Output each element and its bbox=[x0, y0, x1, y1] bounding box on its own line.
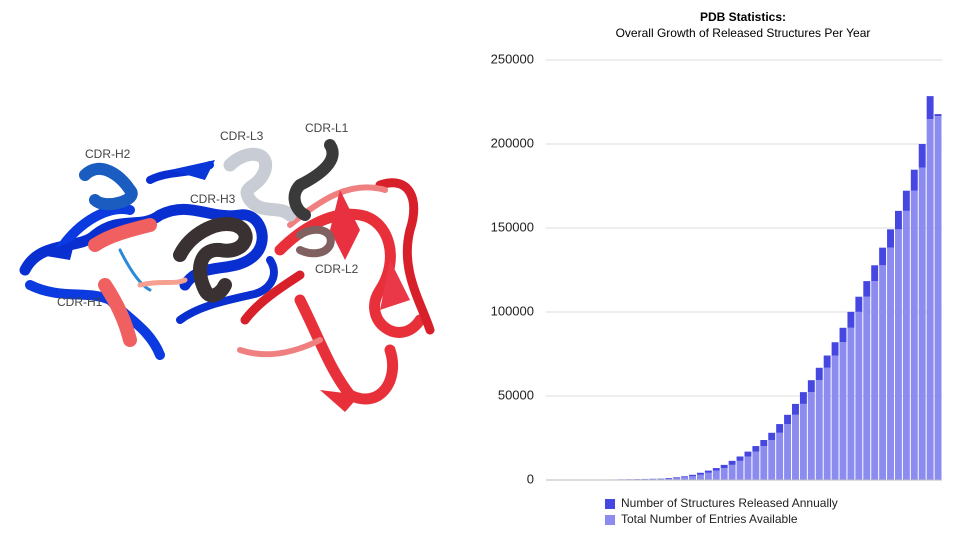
bar-segment bbox=[681, 476, 689, 478]
chart: PDB Statistics: Overall Growth of Releas… bbox=[491, 10, 942, 526]
figure-label: CDR-H3 bbox=[190, 192, 236, 206]
protein-structure: CDR-H2 CDR-L3 CDR-L1 CDR-H3 CDR-L2 CDR-H… bbox=[19, 121, 435, 412]
bar-segment bbox=[918, 144, 926, 168]
bar-segment bbox=[673, 477, 681, 478]
bar-segment bbox=[792, 403, 799, 415]
bar-segment bbox=[918, 167, 926, 480]
bar-segment bbox=[768, 440, 776, 480]
bar-segment bbox=[720, 464, 728, 469]
y-tick-label: 50000 bbox=[498, 387, 534, 402]
bar-segment bbox=[712, 468, 720, 471]
bar-segment bbox=[792, 414, 799, 480]
bar-segment bbox=[704, 472, 712, 480]
bar-segment bbox=[894, 229, 902, 480]
legend-label: Number of Structures Released Annually bbox=[621, 496, 838, 510]
bar-segment bbox=[831, 342, 839, 356]
bar-segment bbox=[681, 477, 689, 480]
bar-segment bbox=[807, 380, 815, 393]
bar-segment bbox=[855, 311, 863, 480]
bar-segment bbox=[665, 477, 673, 479]
figure-label: CDR-L2 bbox=[315, 262, 359, 276]
bar-segment bbox=[902, 190, 910, 211]
bar-segment bbox=[847, 311, 855, 328]
figure-label: CDR-L1 bbox=[305, 121, 349, 135]
bar-segment bbox=[847, 327, 855, 480]
legend-swatch bbox=[605, 499, 615, 509]
bar-segment bbox=[728, 460, 736, 465]
bar-segment bbox=[926, 96, 934, 120]
bar-segment bbox=[649, 478, 657, 480]
bar-segment bbox=[776, 432, 784, 480]
heavy-chain bbox=[19, 160, 278, 360]
bar-segment bbox=[879, 265, 887, 480]
bar-segment bbox=[910, 169, 918, 191]
bar-segment bbox=[894, 210, 902, 230]
bar-segment bbox=[760, 440, 768, 447]
bar-segment bbox=[728, 464, 736, 480]
bar-segment bbox=[871, 281, 879, 480]
bar-segment bbox=[696, 474, 704, 480]
y-tick-label: 250000 bbox=[491, 51, 534, 66]
cdr-loops bbox=[173, 139, 339, 303]
bar-segment bbox=[712, 470, 720, 480]
bar-segment bbox=[760, 446, 768, 480]
y-tick-label: 200000 bbox=[491, 135, 534, 150]
bar-segment bbox=[863, 296, 871, 480]
bar-segment bbox=[799, 403, 807, 480]
bar-segment bbox=[752, 451, 760, 480]
bar-segment bbox=[863, 281, 871, 297]
bar-segment bbox=[657, 478, 665, 480]
bar-segment bbox=[776, 424, 784, 433]
y-tick-label: 0 bbox=[527, 471, 534, 486]
bar-segment bbox=[839, 327, 847, 343]
bar-segment bbox=[887, 229, 894, 248]
bar-segment bbox=[720, 468, 728, 480]
bar-segment bbox=[815, 367, 823, 381]
chart-title: PDB Statistics: bbox=[700, 10, 786, 24]
bar-segment bbox=[887, 247, 894, 480]
bar-segment bbox=[871, 265, 879, 282]
bar-segment bbox=[784, 414, 792, 425]
legend-label: Total Number of Entries Available bbox=[621, 512, 798, 526]
bar-segment bbox=[696, 472, 704, 475]
bar-segment bbox=[752, 446, 760, 452]
bar-segment bbox=[926, 119, 934, 481]
figure-label: CDR-H1 bbox=[57, 295, 103, 309]
legend-swatch bbox=[605, 515, 615, 525]
bar-segment bbox=[855, 296, 863, 312]
bar-segment bbox=[807, 392, 815, 480]
bar-segment bbox=[799, 392, 807, 404]
bar-segment bbox=[831, 355, 839, 480]
bar-segment bbox=[744, 451, 752, 457]
chart-subtitle: Overall Growth of Released Structures Pe… bbox=[616, 26, 871, 40]
bar-segment bbox=[823, 367, 831, 480]
light-chain bbox=[88, 178, 435, 412]
bar-segment bbox=[736, 456, 744, 461]
bar-segment bbox=[839, 342, 847, 480]
bar-segment bbox=[934, 114, 942, 117]
bar-segment bbox=[768, 432, 776, 441]
bar-segment bbox=[879, 247, 887, 266]
bar-segment bbox=[704, 470, 712, 473]
y-tick-label: 100000 bbox=[491, 303, 534, 318]
bar-segment bbox=[902, 210, 910, 480]
bar-segment bbox=[934, 116, 942, 480]
figure-label: CDR-L3 bbox=[220, 129, 264, 143]
bar-segment bbox=[784, 424, 792, 480]
bar-segment bbox=[665, 478, 673, 480]
figure-label: CDR-H2 bbox=[85, 147, 131, 161]
bar-segment bbox=[673, 477, 681, 480]
bar-segment bbox=[689, 476, 696, 480]
bar-segment bbox=[910, 190, 918, 481]
y-tick-label: 150000 bbox=[491, 219, 534, 234]
bar-segment bbox=[736, 460, 744, 480]
bar-segment bbox=[815, 380, 823, 480]
bar-segment bbox=[744, 456, 752, 480]
bar-segment bbox=[823, 355, 831, 368]
bar-segment bbox=[689, 474, 696, 477]
